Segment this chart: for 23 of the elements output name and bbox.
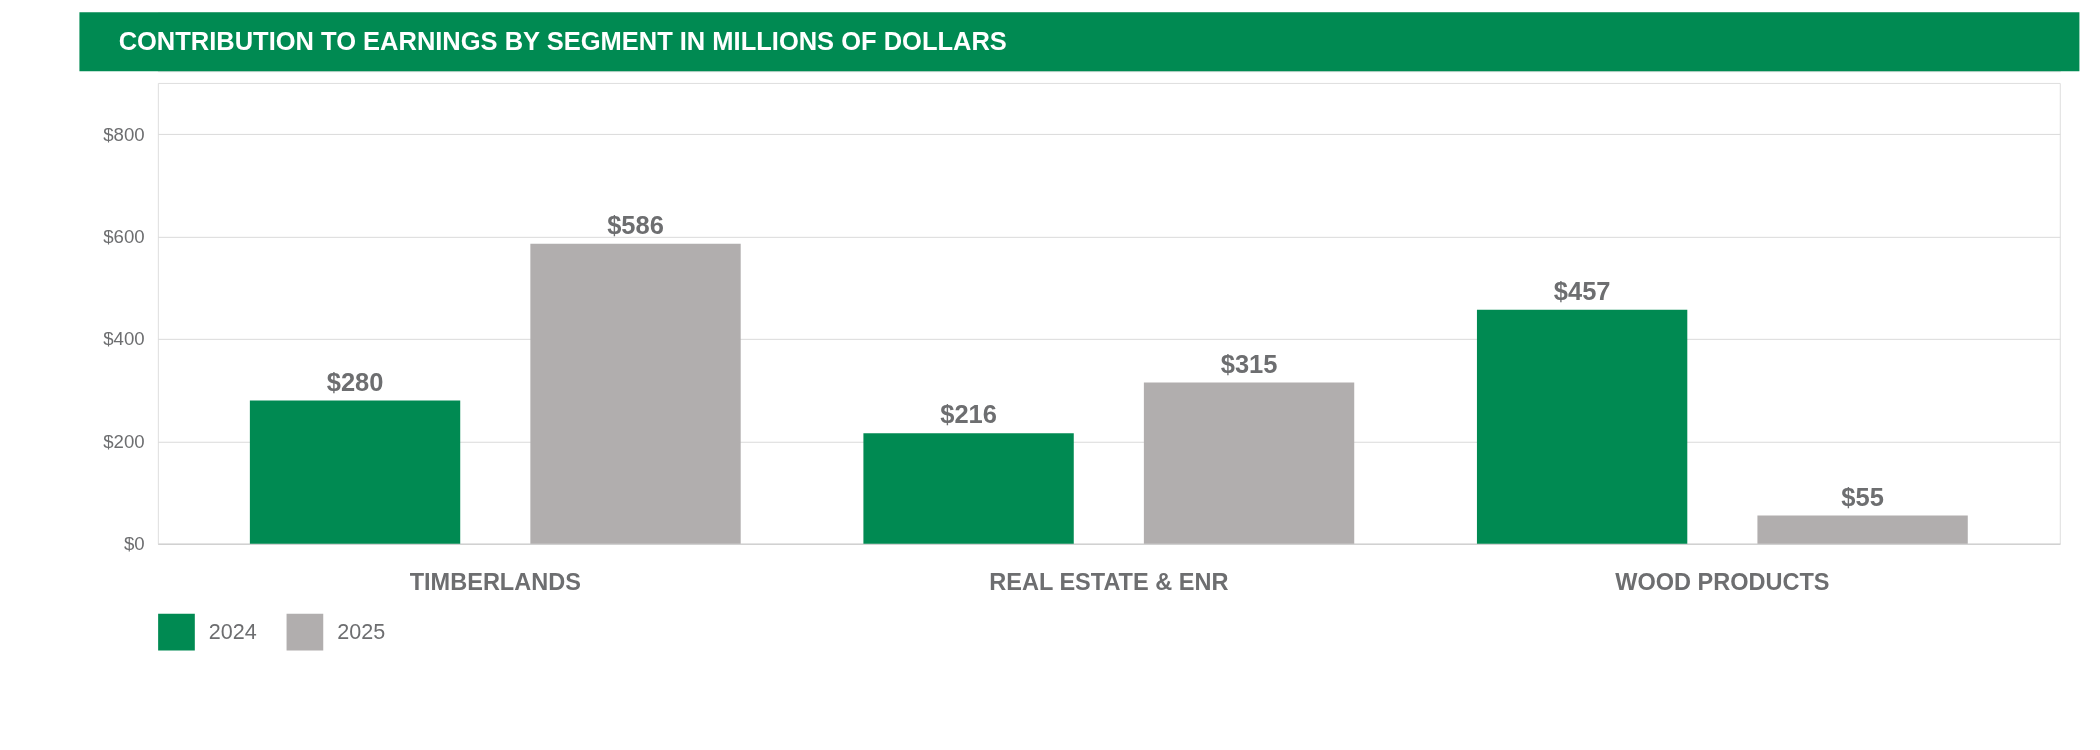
data-label: $315 <box>1220 349 1278 378</box>
x-tick-label: REAL ESTATE & ENR <box>989 569 1229 596</box>
legend-label: 2025 <box>337 618 386 644</box>
bar <box>1143 382 1355 544</box>
y-tick-label: $400 <box>103 328 145 350</box>
bar <box>249 400 461 544</box>
data-label: $586 <box>607 210 664 239</box>
data-label: $457 <box>1553 276 1611 305</box>
data-label: $280 <box>326 367 384 396</box>
bar <box>1476 309 1688 544</box>
y-tick-label: $600 <box>103 225 145 247</box>
x-tick-label: WOOD PRODUCTS <box>1615 569 1830 596</box>
data-label: $55 <box>1841 482 1884 511</box>
y-tick-label: $800 <box>103 123 145 145</box>
bar <box>1757 515 1968 544</box>
bar <box>863 433 1074 544</box>
data-label: $216 <box>940 400 997 429</box>
bar <box>530 243 741 544</box>
y-tick-label: $0 <box>123 533 145 555</box>
legend-label: 2024 <box>208 618 257 644</box>
x-tick-label: TIMBERLANDS <box>409 569 581 596</box>
chart-title: CONTRIBUTION TO EARNINGS BY SEGMENT IN MILLIONS OF DOLLARS <box>118 26 1007 55</box>
y-tick-label: $200 <box>103 430 145 452</box>
